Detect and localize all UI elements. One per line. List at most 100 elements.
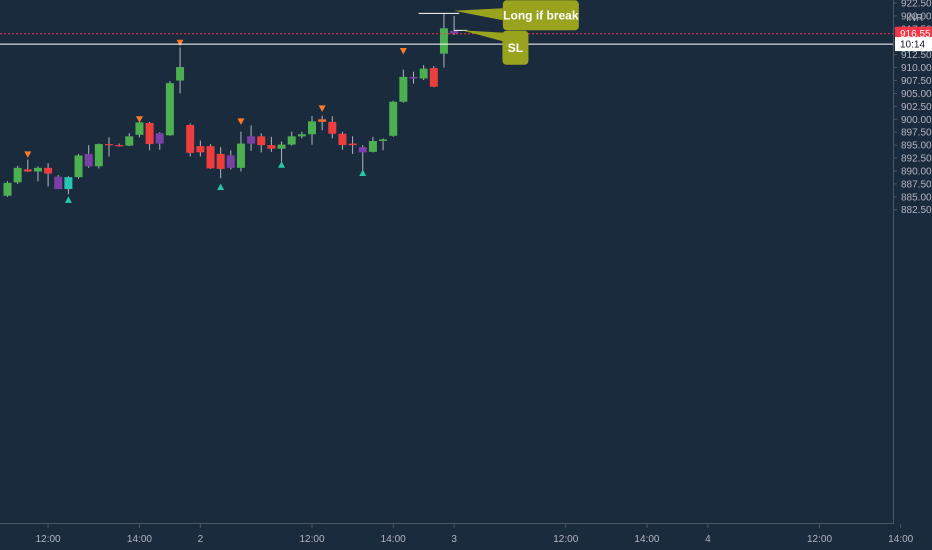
- candle: [165, 81, 174, 136]
- buy-signal-marker: [217, 183, 225, 190]
- candle-body: [64, 177, 73, 190]
- candle-body: [450, 30, 459, 34]
- callouts-layer: Long if break SL: [454, 0, 579, 65]
- candle: [206, 144, 215, 169]
- candle: [94, 143, 103, 169]
- candle-body: [44, 167, 53, 174]
- price-tick-label: 885.00: [901, 192, 932, 203]
- price-tick-label: 900.00: [901, 115, 932, 126]
- callout-text: Long if break: [503, 8, 579, 22]
- candle: [439, 12, 448, 68]
- candle: [186, 123, 195, 157]
- candle-body: [267, 145, 276, 149]
- candle-body: [216, 153, 225, 169]
- candle-body: [176, 67, 185, 81]
- candle: [257, 133, 266, 153]
- candle: [155, 132, 164, 150]
- candle-body: [419, 68, 428, 79]
- candle: [13, 165, 22, 184]
- buy-signal-marker: [278, 161, 286, 168]
- candle: [135, 121, 144, 138]
- candle-body: [74, 155, 83, 178]
- time-tick-label: 12:00: [807, 534, 832, 545]
- time-tick-label: 2: [198, 534, 204, 545]
- candle-body: [409, 76, 418, 79]
- candle: [308, 116, 316, 145]
- candle: [105, 137, 113, 157]
- candle-body: [368, 140, 377, 152]
- candle-body: [3, 182, 12, 196]
- sell-signal-marker: [318, 105, 326, 112]
- candle-body: [155, 133, 164, 144]
- price-tick-label: 897.50: [901, 128, 932, 139]
- time-tick-label: 3: [451, 534, 457, 545]
- time-tick-label: 14:00: [381, 534, 406, 545]
- candle-body: [165, 83, 174, 136]
- candle: [399, 69, 408, 103]
- candle: [64, 176, 73, 195]
- time-axis[interactable]: 12:00 14:00 2 12:00 14:00 3 12:00 14:00 4 12:00 14…: [36, 524, 914, 545]
- candle-body: [236, 143, 245, 168]
- candle-body: [186, 124, 195, 153]
- sell-signal-marker: [24, 151, 32, 158]
- price-tag-text: 916.55: [900, 29, 931, 40]
- candle-body: [348, 143, 357, 146]
- markers-layer: [24, 39, 407, 203]
- candle: [267, 136, 276, 152]
- sell-signal-marker: [135, 116, 143, 123]
- candle: [3, 181, 12, 197]
- long-if-break-callout[interactable]: Long if break: [454, 0, 579, 31]
- candle: [450, 15, 459, 36]
- price-tag-text: 10:14: [900, 40, 925, 51]
- candle: [196, 140, 205, 157]
- price-tick-label: 892.50: [901, 154, 932, 165]
- candle: [277, 141, 286, 163]
- candle: [44, 163, 53, 187]
- time-tick-label: 14:00: [634, 534, 659, 545]
- candle-body: [206, 146, 215, 169]
- time-tick-label: 14:00: [127, 534, 152, 545]
- price-tag-box: [895, 37, 932, 52]
- sell-signal-marker: [237, 118, 245, 125]
- candles-layer: [3, 12, 459, 197]
- time-tick-label: 4: [705, 534, 711, 545]
- candle-body: [84, 153, 93, 167]
- callout-pointer: [454, 8, 503, 21]
- sell-signal-marker: [176, 39, 184, 47]
- candle: [176, 47, 185, 94]
- candle: [125, 133, 134, 147]
- candle-body: [399, 76, 408, 102]
- candle: [389, 100, 398, 137]
- candle: [115, 143, 124, 147]
- sl-callout[interactable]: SL: [462, 30, 529, 65]
- candle-body: [297, 134, 306, 137]
- price-tick-label: 912.50: [901, 50, 932, 61]
- callout-text: SL: [508, 41, 523, 55]
- buy-signal-marker: [359, 169, 367, 177]
- callout-box: [502, 30, 529, 65]
- candle-body: [277, 144, 286, 149]
- candle-body: [318, 119, 327, 122]
- levels-layer: [0, 12, 893, 45]
- candle-body: [389, 101, 398, 136]
- candle-body: [115, 145, 124, 147]
- sell-signal-marker: [399, 48, 407, 55]
- price-tick-label: 895.00: [901, 141, 932, 152]
- callout-box: [502, 0, 579, 31]
- candle-body: [226, 155, 235, 168]
- buy-signal-marker: [64, 196, 72, 203]
- candle: [54, 175, 63, 190]
- candle-body: [54, 176, 63, 190]
- price-tick-label: 882.50: [901, 205, 932, 216]
- candle: [74, 153, 83, 179]
- candle: [409, 71, 418, 84]
- callout-pointer: [462, 30, 509, 43]
- candle: [379, 138, 388, 151]
- candle: [23, 159, 32, 172]
- candle-body: [287, 136, 296, 145]
- candle: [429, 66, 438, 88]
- candle-body: [94, 144, 103, 167]
